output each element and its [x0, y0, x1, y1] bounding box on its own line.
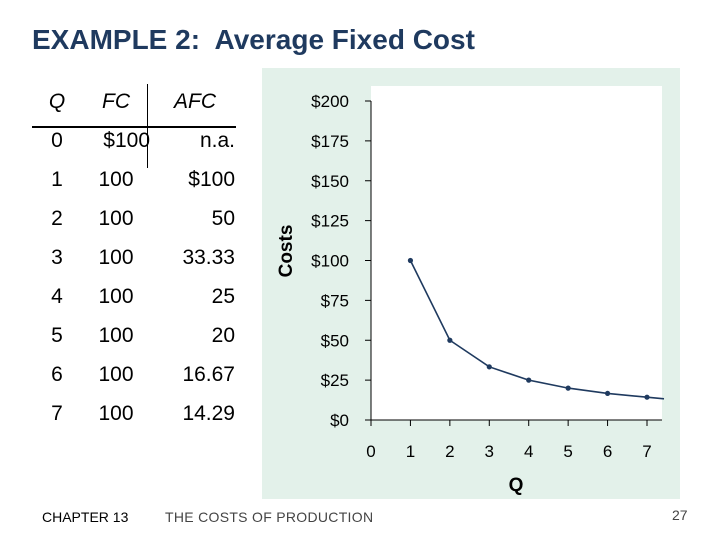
table-row: 1 100 $100	[32, 160, 240, 199]
cell-q: 1	[51, 167, 63, 191]
cell-q: 5	[51, 323, 63, 347]
cell-q: 7	[51, 401, 63, 425]
table-row: 4 100 25	[32, 277, 240, 316]
afc-line	[409, 260, 665, 400]
x-ticks: 0 1 2 3 4 5 6 7	[366, 420, 652, 461]
x-tick-label: 4	[524, 442, 533, 461]
y-axis-title: Costs	[276, 225, 297, 278]
afc-point	[486, 364, 492, 370]
cell-afc: 50	[211, 206, 235, 230]
cell-afc: 25	[211, 284, 235, 308]
cell-fc: 100	[98, 206, 134, 230]
x-axis-title: Q	[509, 475, 524, 496]
cell-q: 3	[51, 245, 63, 269]
cell-afc: 20	[211, 323, 235, 347]
x-tick-label: 2	[445, 442, 454, 461]
cell-afc: $100	[188, 167, 235, 191]
cell-afc: 14.29	[182, 401, 235, 425]
table-column-rule	[147, 84, 148, 168]
cell-fc: 100	[98, 401, 134, 425]
table-row: 2 100 50	[32, 199, 240, 238]
cell-q: 4	[51, 284, 63, 308]
x-tick-label: 3	[485, 442, 494, 461]
x-tick-label: 6	[603, 442, 612, 461]
chapter-title: THE COSTS OF PRODUCTION	[165, 509, 374, 525]
afc-table: Q FC AFC 0 $100 n.a. 1 100 $100 2 100 50…	[32, 82, 240, 433]
y-tick-label: $200	[311, 92, 349, 111]
slide-title: EXAMPLE 2: Average Fixed Cost	[32, 24, 475, 55]
y-tick-label: $50	[321, 331, 349, 350]
y-tick-label: $125	[311, 212, 349, 231]
afc-point	[447, 337, 453, 343]
afc-point	[526, 377, 532, 383]
plot-area	[371, 86, 662, 420]
cell-fc: 100	[98, 167, 134, 191]
afc-point	[644, 394, 650, 400]
afc-series	[407, 257, 665, 400]
header-fc: FC	[102, 89, 130, 113]
x-tick-label: 1	[406, 442, 415, 461]
table-header-rule	[32, 126, 236, 128]
y-tick-label: $100	[311, 252, 349, 271]
y-tick-label: $150	[311, 172, 349, 191]
cell-afc: 16.67	[182, 362, 235, 386]
cell-q: 0	[51, 128, 63, 152]
cell-fc: 100	[98, 245, 134, 269]
y-tick-label: $25	[321, 371, 349, 390]
header-q: Q	[48, 89, 66, 113]
table-row: 7 100 14.29	[32, 394, 240, 433]
y-tick-label: $0	[330, 411, 349, 430]
y-tick-label: $75	[321, 291, 349, 310]
cell-fc: 100	[98, 362, 134, 386]
afc-point	[604, 390, 611, 397]
cell-fc: $100	[103, 128, 150, 152]
cell-q: 2	[51, 206, 63, 230]
x-tick-label: 0	[366, 442, 375, 461]
chapter-label: CHAPTER 13	[42, 509, 129, 525]
cell-afc: n.a.	[199, 128, 235, 152]
table-header-row: Q FC AFC	[32, 82, 240, 121]
table-row: 5 100 20	[32, 316, 240, 355]
afc-point	[407, 257, 414, 264]
cell-fc: 100	[98, 284, 134, 308]
page-number: 27	[672, 507, 688, 523]
x-tick-label: 7	[642, 442, 651, 461]
table-row: 6 100 16.67	[32, 355, 240, 394]
y-tick-label: $175	[311, 132, 349, 151]
header-afc: AFC	[174, 89, 216, 113]
cell-afc: 33.33	[182, 245, 235, 269]
x-tick-label: 5	[563, 442, 572, 461]
y-ticks: $0 $25 $50 $75 $100 $125 $150 $175 $200	[311, 92, 371, 430]
cell-q: 6	[51, 362, 63, 386]
cell-fc: 100	[98, 323, 134, 347]
afc-point	[565, 385, 571, 391]
table-row: 0 $100 n.a.	[32, 121, 240, 160]
table-row: 3 100 33.33	[32, 238, 240, 277]
